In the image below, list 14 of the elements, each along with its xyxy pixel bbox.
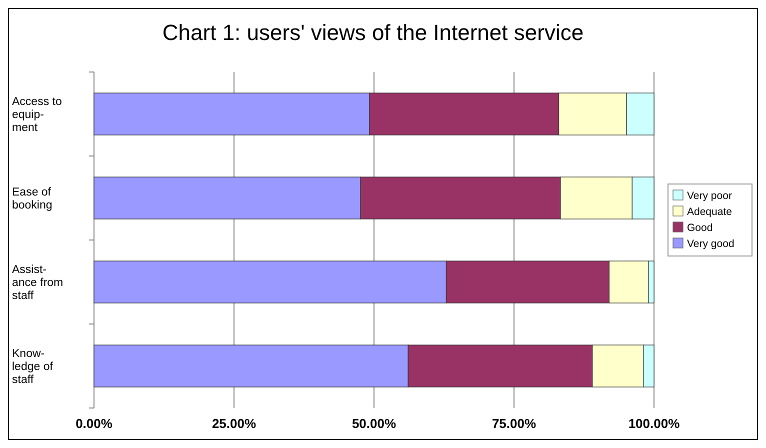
legend-label: Very good <box>687 238 734 250</box>
legend-label: Adequate <box>687 206 732 218</box>
x-tick-label: 0.00% <box>76 416 113 431</box>
y-tick-label: Know- ledge of staff <box>12 348 54 386</box>
chart-title: Chart 1: users' views of the Internet service <box>162 20 584 45</box>
x-tick-label: 25.00% <box>212 416 256 431</box>
y-tick-label: Ease of booking <box>12 186 52 212</box>
legend-label: Good <box>687 222 713 234</box>
x-tick-label: 100.00% <box>628 416 680 431</box>
y-tick-label: Access to equip- ment <box>12 96 62 134</box>
legend-label: Very poor <box>687 190 732 202</box>
x-tick-label: 50.00% <box>352 416 396 431</box>
x-tick-label: 75.00% <box>492 416 536 431</box>
y-tick-label: Assist- ance from staff <box>12 264 64 302</box>
